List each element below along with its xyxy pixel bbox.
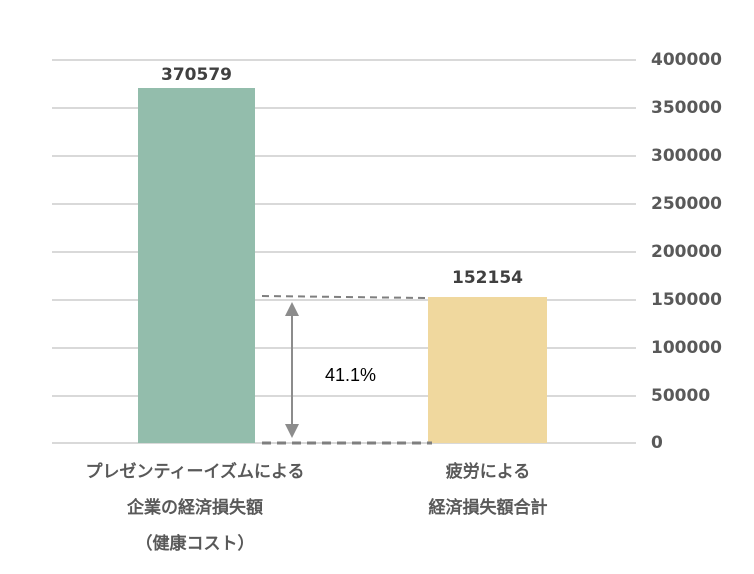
y-tick-label: 350000 [651,98,722,118]
gridline-50000 [52,395,636,397]
y-tick-label: 300000 [651,146,722,166]
category-line: 疲労による [445,462,531,482]
category-label-fatigue: 疲労による 経済損失額合計 [388,458,588,522]
category-line: 企業の経済損失額 [127,498,263,518]
gridline-150000 [52,299,636,301]
y-tick-label: 250000 [651,194,722,214]
gridline-250000 [52,203,636,205]
ratio-label: 41.1% [325,365,377,385]
gridline-300000 [52,155,636,157]
data-label-presenteeism: 370579 [161,65,232,85]
arrow-down-icon [285,424,299,438]
gridline-350000 [52,107,636,109]
bar-presenteeism [138,88,255,443]
category-label-presenteeism: プレゼンティーイズムによる 企業の経済損失額 （健康コスト） [40,458,350,558]
y-tick-label: 50000 [651,386,711,406]
category-line: プレゼンティーイズムによる [85,462,305,482]
bar-fatigue [428,297,547,443]
category-line: （健康コスト） [135,534,255,554]
category-line: 経済損失額合計 [428,498,548,518]
gridline-200000 [52,251,636,253]
data-label-fatigue: 152154 [452,268,523,288]
y-tick-label: 100000 [651,338,722,358]
y-tick-label: 400000 [651,50,722,70]
gridline-400000 [52,59,636,61]
arrow-up-icon [285,302,299,316]
y-tick-label: 150000 [651,290,722,310]
gridline-100000 [52,347,636,349]
y-tick-label: 200000 [651,242,722,262]
y-tick-label: 0 [651,433,663,453]
